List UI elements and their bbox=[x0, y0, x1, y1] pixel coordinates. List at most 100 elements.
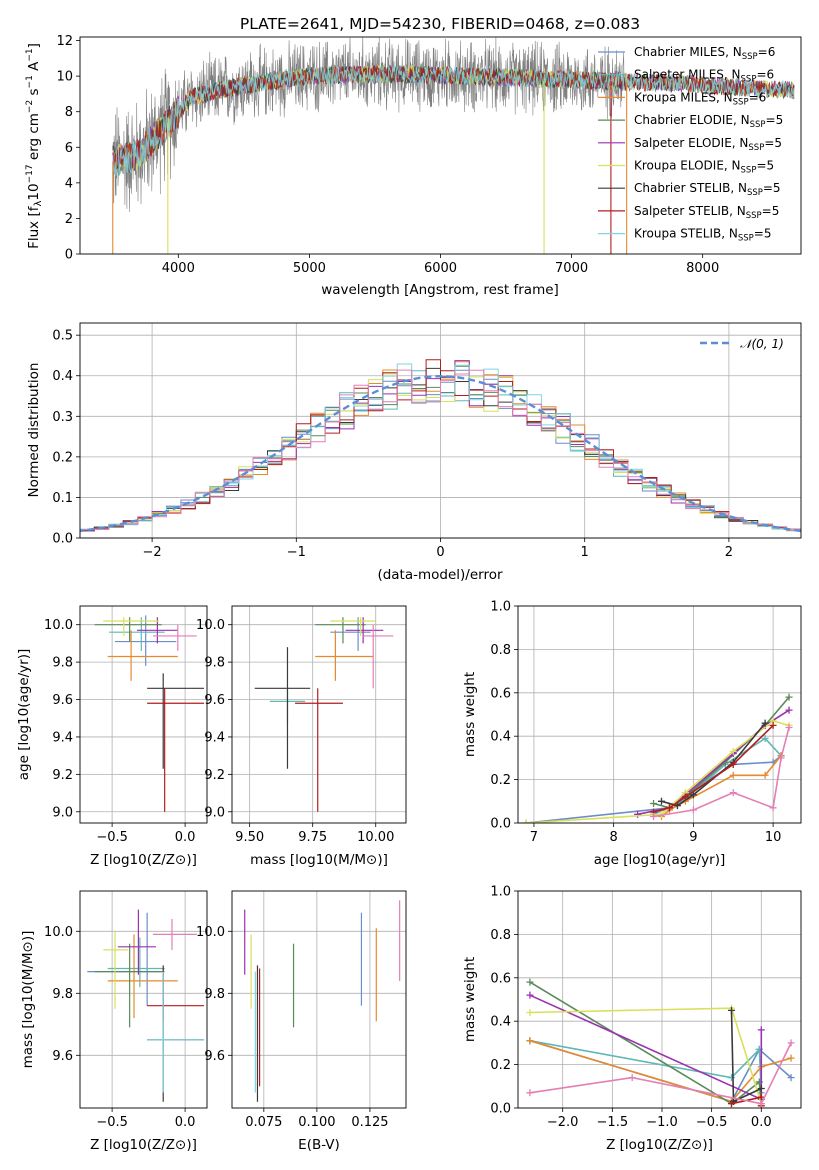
mass-weight-marker bbox=[689, 806, 697, 814]
y-tick-label: 0.1 bbox=[52, 491, 73, 506]
axes-frame bbox=[79, 890, 208, 1109]
y-tick-label: 9.6 bbox=[52, 693, 73, 708]
y-tick-label: 9.8 bbox=[52, 987, 73, 1002]
mass-weight-marker bbox=[526, 1089, 534, 1097]
y-tick-label: 0.4 bbox=[490, 1015, 511, 1030]
x-tick-label: 0.125 bbox=[351, 1115, 388, 1130]
panel-mass-vs-Z: −0.5 0.0 9.6 9.8 10.0 Z [log10(Z/Z⊙)] mass [lo… bbox=[20, 890, 208, 1153]
mass-weight-line bbox=[653, 727, 790, 818]
mass-weight-marker bbox=[729, 771, 737, 779]
mass-weight-marker bbox=[729, 747, 737, 755]
y-tick-label: 9.8 bbox=[204, 656, 225, 671]
x-axis-label: Z [log10(Z/Z⊙)] bbox=[90, 1137, 197, 1153]
x-tick-label: −0.5 bbox=[96, 1115, 128, 1130]
y-tick-label: 0.2 bbox=[490, 773, 511, 788]
y-tick-label: 9.0 bbox=[204, 805, 225, 820]
mass-weight-line bbox=[660, 755, 782, 818]
x-tick-label: 5000 bbox=[293, 261, 326, 276]
mass-weight-marker bbox=[729, 760, 737, 768]
legend-entry: Salpeter STELIB, NSSP=5 bbox=[634, 204, 779, 221]
panel-massweight-vs-age: 7 8 9 10 0.0 0.2 0.4 0.6 0.8 1.0 age [log10(age/yr… bbox=[462, 600, 802, 868]
x-axis-label: Z [log10(Z/Z⊙)] bbox=[90, 852, 197, 868]
mass-weight-marker bbox=[526, 978, 534, 986]
y-tick-label: 0.8 bbox=[490, 643, 511, 658]
legend-entry: Salpeter ELODIE, NSSP=5 bbox=[634, 136, 782, 153]
panel-mass-vs-ebv: 0.075 0.100 0.125 9.6 9.8 10.0 E(B-V) bbox=[196, 890, 407, 1153]
mass-weight-marker bbox=[628, 1074, 636, 1082]
mass-weight-line bbox=[529, 1007, 763, 1104]
mass-weight-marker bbox=[777, 754, 785, 762]
y-tick-label: 9.4 bbox=[52, 730, 73, 745]
y-tick-label: 0.3 bbox=[52, 410, 73, 425]
mass-weight-marker bbox=[761, 719, 769, 727]
mass-weight-marker bbox=[785, 724, 793, 732]
y-tick-label: 9.6 bbox=[52, 1049, 73, 1064]
x-axis-label: Z [log10(Z/Z⊙)] bbox=[606, 1137, 713, 1153]
y-axis-label: mass weight bbox=[462, 957, 478, 1042]
y-tick-label: 0.6 bbox=[490, 686, 511, 701]
y-tick-label: 9.2 bbox=[52, 768, 73, 783]
x-axis-label: age [log10(age/yr)] bbox=[594, 852, 726, 868]
errorbar-area bbox=[254, 617, 394, 812]
x-tick-label: 7000 bbox=[555, 261, 588, 276]
legend-entry: 𝒩(0, 1) bbox=[740, 337, 784, 351]
y-axis-label: mass weight bbox=[462, 672, 478, 757]
x-tick-label: 4000 bbox=[162, 261, 195, 276]
x-tick-label: 1 bbox=[581, 545, 589, 560]
mass-weight-line bbox=[661, 722, 766, 807]
y-tick-label: 12 bbox=[56, 34, 73, 49]
mass-weight-line bbox=[525, 720, 790, 823]
x-tick-label: 0.0 bbox=[175, 830, 196, 845]
mass-weight-line bbox=[529, 1039, 763, 1093]
y-tick-label: 0.0 bbox=[490, 1102, 511, 1117]
mass-weight-line bbox=[529, 981, 763, 1105]
x-axis-label: mass [log10(M/M⊙)] bbox=[250, 852, 388, 868]
y-tick-label: 0 bbox=[65, 248, 73, 263]
x-tick-label: 0.0 bbox=[175, 1115, 196, 1130]
mass-weight-marker bbox=[526, 1037, 534, 1045]
svg-text:Flux [fλ10−17 erg cm−2 s−1 A−1: Flux [fλ10−17 erg cm−2 s−1 A−1] bbox=[25, 43, 44, 249]
mass-weight-marker bbox=[785, 693, 793, 701]
mass-weight-marker bbox=[729, 789, 737, 797]
mass-weight-marker bbox=[526, 991, 534, 999]
mass-weight-marker bbox=[727, 1100, 735, 1108]
spectrum-plot-area bbox=[112, 37, 795, 254]
mass-weight-marker bbox=[761, 771, 769, 779]
mass-weight-marker bbox=[526, 1009, 534, 1017]
y-tick-label: 9.6 bbox=[204, 693, 225, 708]
axes-frame bbox=[517, 890, 802, 1109]
mass-weight-marker bbox=[757, 1084, 765, 1092]
x-tick-label: 8000 bbox=[686, 261, 719, 276]
mass-weight-marker bbox=[769, 721, 777, 729]
mass-weight-marker bbox=[727, 1006, 735, 1014]
mass-weight-marker bbox=[634, 810, 642, 818]
residuals-xlabel: (data-model)/error bbox=[377, 567, 503, 583]
mass-weight-line bbox=[529, 1039, 792, 1103]
mass-weight-marker bbox=[650, 799, 658, 807]
mass-weight-marker bbox=[769, 804, 777, 812]
legend-entry: Kroupa STELIB, NSSP=5 bbox=[634, 227, 772, 244]
axes-frame bbox=[79, 322, 802, 539]
y-tick-label: 4 bbox=[65, 176, 73, 191]
y-tick-label: 2 bbox=[65, 212, 73, 227]
x-tick-label: 9 bbox=[689, 830, 697, 845]
axes-frame bbox=[231, 890, 407, 1109]
spectrum-xlabel: wavelength [Angstrom, rest frame] bbox=[321, 282, 559, 298]
y-tick-label: 10 bbox=[56, 70, 73, 85]
gaussian-reference-curve bbox=[80, 374, 801, 533]
axes-frame bbox=[231, 605, 407, 824]
x-tick-label: 2 bbox=[725, 545, 733, 560]
x-tick-label: 10.00 bbox=[357, 830, 394, 845]
y-axis-label: age [log10(age/yr)] bbox=[16, 649, 32, 781]
x-tick-label: 8 bbox=[610, 830, 618, 845]
legend-entry: Chabrier ELODIE, NSSP=5 bbox=[634, 113, 783, 130]
mass-weight-line bbox=[525, 755, 782, 823]
x-tick-label: −2.0 bbox=[547, 1115, 579, 1130]
y-tick-label: 0.2 bbox=[490, 1058, 511, 1073]
y-tick-label: 10.0 bbox=[44, 925, 73, 940]
y-tick-label: 6 bbox=[65, 141, 73, 156]
histogram-area bbox=[80, 359, 801, 534]
y-tick-label: 9.0 bbox=[52, 805, 73, 820]
legend-entry: Salpeter MILES, NSSP=6 bbox=[634, 68, 774, 85]
